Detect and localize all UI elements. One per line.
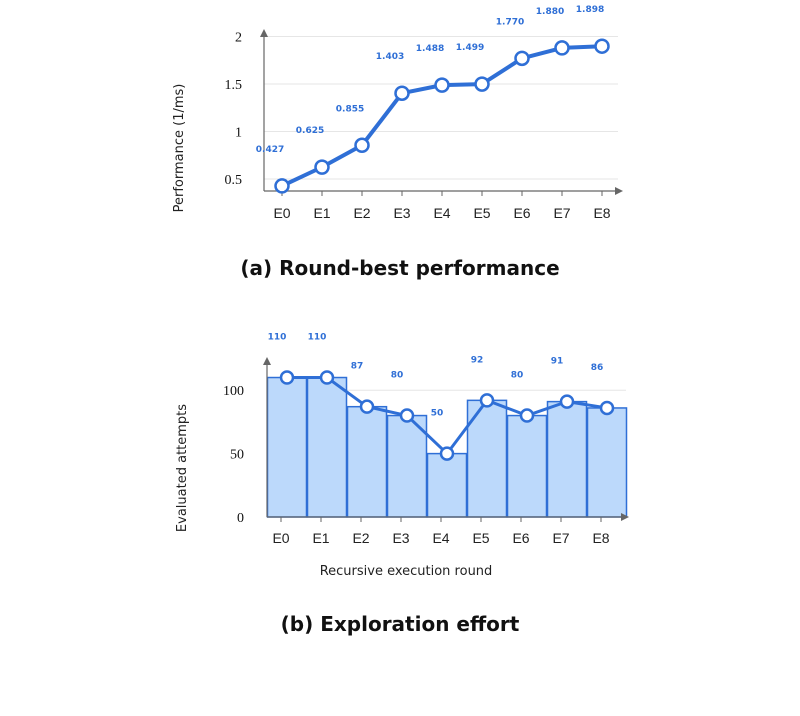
data-label: 1.488 [416,44,444,54]
x-tick-labels: E0 E1 E2 E3 E4 E5 E6 E7 E8 [273,191,611,221]
x-tick-label: E2 [352,530,369,546]
data-point [559,394,575,409]
data-point [399,408,415,423]
x-tick-label: E1 [312,530,329,546]
y-tick-labels: 0 50 100 [223,384,244,526]
y-tick-label: 0.5 [225,173,243,188]
bar [266,376,308,518]
y-tick-label: 0 [237,511,244,526]
data-label: 91 [551,357,564,367]
data-point [599,400,615,416]
chart-caption: (b) Exploration effort [281,612,520,636]
x-tick-label: E8 [593,205,610,221]
data-label: 1.880 [536,7,564,17]
exploration-chart: 0 50 100 E0 E1 E2 E3 E4 E5 E6 E7 E8 Evaluated atte… [175,333,629,636]
data-label: 110 [268,333,287,343]
data-point [319,370,335,385]
data-point [439,446,455,461]
data-point [594,38,610,54]
series-line [281,44,603,188]
data-label: 86 [591,363,604,373]
series [279,370,615,461]
data-label: 1.403 [376,52,404,62]
data-labels: 0.427 0.625 0.855 1.403 1.488 1.499 1.770 1.880… [256,5,604,155]
x-tick-label: E2 [353,205,370,221]
x-tick-label: E4 [432,530,449,546]
y-tick-label: 50 [230,448,244,463]
performance-chart: 0.5 1 1.5 2 E0 E1 E2 E3 E4 E5 E6 E7 E8 Performance … [172,5,623,280]
data-label: 1.770 [496,17,524,27]
x-tick-labels: E0 E1 E2 E3 E4 E5 E6 E7 E8 [272,517,610,546]
data-label: 50 [431,409,444,419]
bar [426,452,468,518]
x-tick-label: E0 [272,530,289,546]
y-tick-label: 1.5 [225,78,243,93]
x-tick-label: E6 [512,530,529,546]
data-point [434,77,450,93]
chart-caption: (a) Round-best performance [240,256,559,280]
y-tick-label: 100 [223,384,244,399]
data-label: 0.625 [296,126,324,136]
bar [586,407,628,518]
bar [306,376,348,518]
x-tick-label: E7 [552,530,569,546]
x-tick-label: E1 [313,205,330,221]
data-point [519,408,535,423]
x-tick-label: E5 [473,205,490,221]
series [274,38,610,194]
x-tick-label: E6 [513,205,530,221]
y-tick-label: 2 [235,31,242,46]
x-tick-label: E3 [392,530,409,546]
data-point [274,178,290,194]
grid [264,36,618,180]
data-point [394,85,410,101]
axes [263,357,629,521]
y-tick-labels: 0.5 1 1.5 2 [225,31,243,189]
data-point [359,399,375,414]
x-tick-label: E0 [273,205,290,221]
data-point [479,393,495,408]
x-tick-label: E5 [472,530,489,546]
bar [386,414,428,518]
data-label: 110 [308,333,327,343]
data-point [554,40,570,56]
y-axis-label: Performance (1/ms) [172,84,187,213]
data-label: 87 [351,362,364,372]
x-tick-label: E4 [433,205,450,221]
data-label: 92 [471,355,484,365]
bar [346,405,388,518]
bars [266,376,628,518]
data-point [314,159,330,175]
data-label: 0.427 [256,145,284,155]
data-label: 1.499 [456,43,484,53]
data-label: 1.898 [576,5,604,15]
bar [546,400,588,518]
data-point [514,50,530,67]
data-point [279,370,295,385]
x-tick-label: E8 [592,530,609,546]
bar [506,414,548,518]
data-point [354,137,370,154]
data-label: 0.855 [336,104,364,114]
x-axis-label: Recursive execution round [320,564,493,579]
data-label: 80 [391,371,404,381]
data-labels: 110 110 87 80 50 92 80 91 86 [268,333,604,419]
data-label: 80 [511,371,524,381]
x-tick-label: E7 [553,205,570,221]
y-axis-label: Evaluated attempts [175,404,190,532]
data-point [474,76,490,92]
x-tick-label: E3 [393,205,410,221]
y-tick-label: 1 [235,126,242,141]
